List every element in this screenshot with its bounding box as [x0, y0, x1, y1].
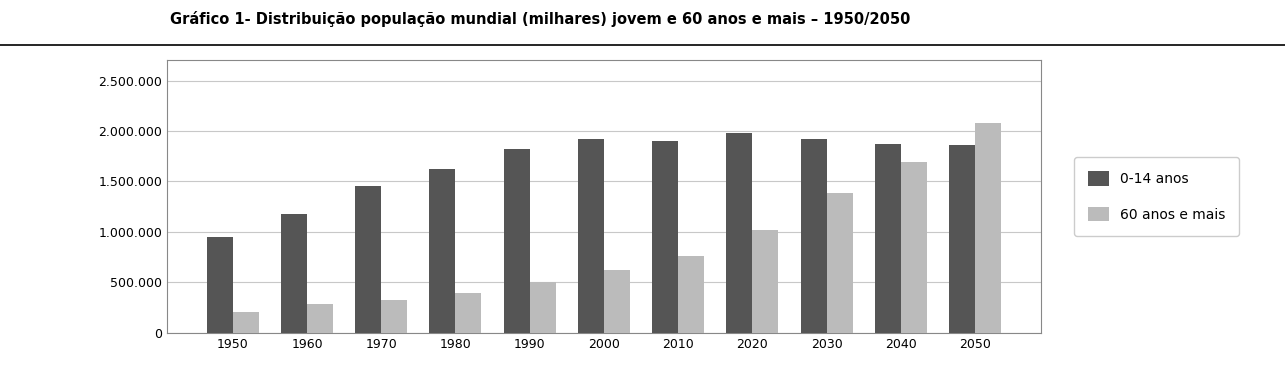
- Bar: [455, 293, 482, 333]
- Bar: [233, 312, 258, 333]
- Bar: [726, 133, 753, 333]
- Bar: [604, 270, 630, 333]
- Bar: [653, 141, 678, 333]
- Bar: [429, 169, 455, 333]
- Bar: [975, 123, 1001, 333]
- Bar: [901, 162, 926, 333]
- Legend: 0-14 anos, 60 anos e mais: 0-14 anos, 60 anos e mais: [1074, 158, 1239, 235]
- Bar: [504, 149, 529, 333]
- Bar: [801, 139, 826, 333]
- Bar: [826, 192, 853, 333]
- Bar: [307, 304, 333, 333]
- Bar: [678, 256, 704, 333]
- Bar: [875, 144, 901, 333]
- Bar: [950, 145, 975, 333]
- Bar: [355, 186, 382, 333]
- Bar: [578, 139, 604, 333]
- Text: Gráfico 1- Distribuição população mundial (milhares) jovem e 60 anos e mais – 19: Gráfico 1- Distribuição população mundia…: [170, 11, 910, 27]
- Bar: [207, 237, 233, 333]
- Bar: [281, 214, 307, 333]
- Bar: [753, 230, 779, 333]
- Bar: [382, 301, 407, 333]
- Bar: [529, 282, 555, 333]
